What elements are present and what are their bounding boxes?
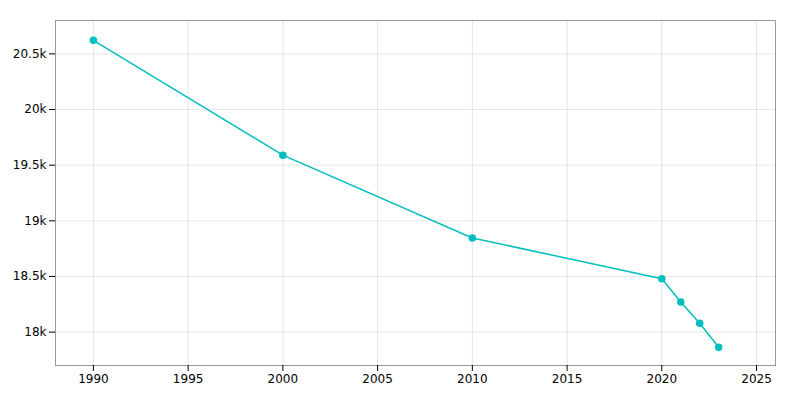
svg-text:2025: 2025: [741, 372, 772, 386]
svg-text:2005: 2005: [362, 372, 393, 386]
svg-text:20.5k: 20.5k: [13, 47, 47, 61]
svg-text:18.5k: 18.5k: [13, 269, 47, 283]
svg-text:20k: 20k: [24, 102, 46, 116]
svg-text:2000: 2000: [268, 372, 299, 386]
svg-text:1995: 1995: [173, 372, 204, 386]
svg-text:19.5k: 19.5k: [13, 158, 47, 172]
svg-text:19k: 19k: [24, 214, 46, 228]
svg-text:2010: 2010: [457, 372, 488, 386]
svg-text:18k: 18k: [24, 325, 46, 339]
svg-text:1990: 1990: [78, 372, 109, 386]
svg-text:2015: 2015: [552, 372, 583, 386]
svg-text:2020: 2020: [647, 372, 678, 386]
